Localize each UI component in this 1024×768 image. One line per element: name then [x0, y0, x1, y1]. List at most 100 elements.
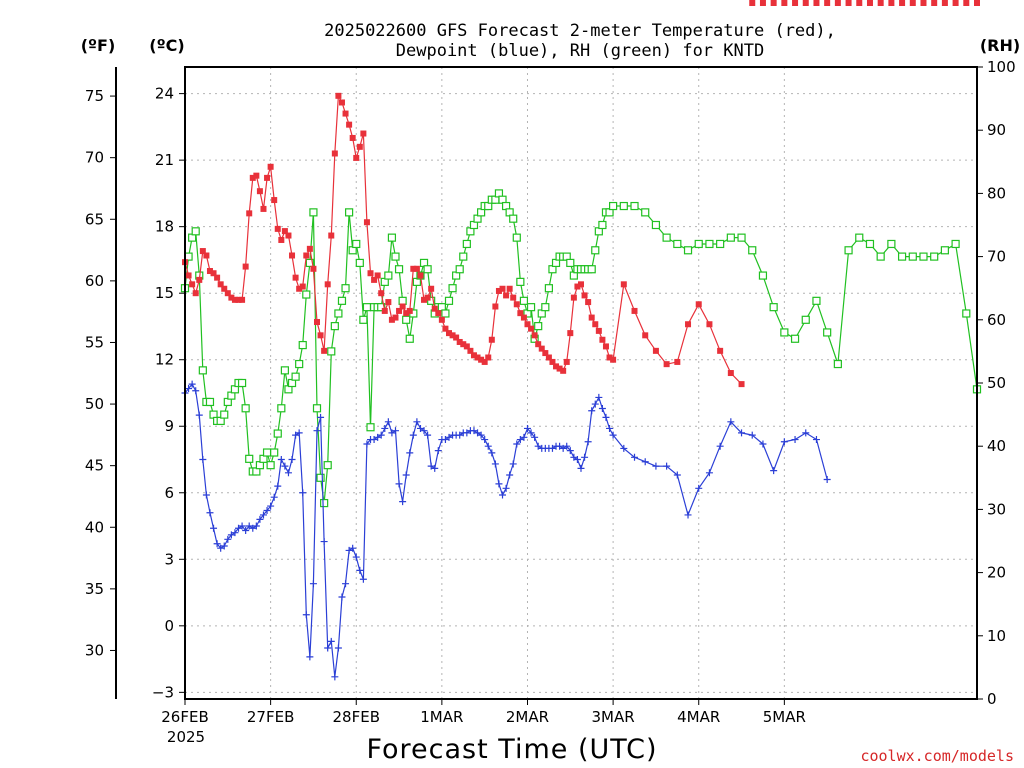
- temperature-point: [749, 0, 756, 6]
- temperature-point: [581, 292, 588, 299]
- rh-point: [908, 252, 917, 261]
- temperature-point: [206, 268, 213, 275]
- temperature-point: [199, 248, 206, 255]
- dewpoint-point: [252, 522, 260, 530]
- dewpoint-point: [495, 480, 503, 488]
- rh-point: [587, 265, 596, 274]
- rh-point: [919, 252, 928, 261]
- x-tick-label: 28FEB: [333, 708, 380, 726]
- temperature-point: [792, 0, 799, 6]
- rh-point: [641, 208, 650, 217]
- temperature-point: [513, 301, 520, 308]
- temperature-point: [920, 0, 927, 6]
- fahrenheit-tick-label: 35: [85, 580, 104, 598]
- temperature-point: [695, 301, 702, 308]
- dewpoint-point: [195, 411, 203, 419]
- temperature-point: [296, 285, 303, 292]
- temperature-point: [545, 354, 552, 361]
- rh-point: [790, 334, 800, 343]
- rh-point: [280, 366, 289, 375]
- dewpoint-point: [416, 424, 424, 432]
- x-tick-label: 1MAR: [420, 708, 463, 726]
- temperature-point: [356, 143, 363, 150]
- dewpoint-point: [249, 524, 257, 532]
- temperature-point: [963, 0, 970, 6]
- dewpoint-point: [406, 449, 414, 457]
- grid-lines: [184, 67, 977, 699]
- dewpoint-point: [334, 644, 342, 652]
- dewpoint-point: [356, 566, 364, 574]
- rh-point: [391, 252, 400, 261]
- temperature-point: [189, 281, 196, 288]
- dewpoint-point: [456, 431, 464, 439]
- celsius-tick-label: −3: [152, 683, 174, 701]
- temperature-point: [510, 294, 517, 301]
- dewpoint-point: [663, 462, 671, 470]
- chart-title-line-1: 2025022600 GFS Forecast 2-meter Temperat…: [324, 21, 836, 41]
- fahrenheit-tick-label: 60: [85, 272, 104, 290]
- temperature-point: [499, 285, 506, 292]
- temperature-point: [353, 154, 360, 161]
- temperature-point: [221, 285, 228, 292]
- temperature-point: [506, 285, 513, 292]
- temperature-point: [185, 272, 192, 279]
- temperature-point: [631, 307, 638, 314]
- dewpoint-point: [577, 464, 585, 472]
- temperature-point: [595, 327, 602, 334]
- temperature-point: [378, 290, 385, 297]
- dewpoint-point: [245, 522, 253, 530]
- x-tick-label: 27FEB: [247, 708, 294, 726]
- temperature-point: [824, 0, 831, 6]
- dewpoint-point: [299, 489, 307, 497]
- dewpoint-point: [631, 453, 639, 461]
- temperature-point: [909, 0, 916, 6]
- dewpoint-point: [217, 544, 225, 552]
- rh-point: [394, 265, 404, 274]
- temperature-point: [952, 0, 959, 6]
- temperature-point: [899, 0, 906, 6]
- dewpoint-point: [812, 436, 820, 444]
- temperature-point: [292, 274, 299, 281]
- rh-point: [940, 246, 949, 255]
- rh-point: [444, 296, 454, 305]
- x-tick-label: 4MAR: [677, 708, 720, 726]
- plot-frame: [184, 66, 978, 700]
- rh-point: [398, 296, 407, 305]
- dewpoint-point: [584, 438, 592, 446]
- celsius-tick-label: 12: [155, 351, 174, 369]
- fahrenheit-tick-label: 40: [85, 518, 104, 536]
- rh-point: [377, 303, 386, 312]
- dewpoint-point: [359, 575, 367, 583]
- temperature-point: [524, 321, 531, 328]
- rh-point: [405, 334, 414, 343]
- temperature-point: [485, 354, 492, 361]
- dewpoint-point: [377, 431, 385, 439]
- dewpoint-point: [345, 546, 353, 554]
- temperature-point: [856, 0, 863, 6]
- dewpoint-point: [598, 405, 606, 413]
- temperature-point: [246, 210, 253, 217]
- rh-tick-label: 60: [987, 311, 1006, 329]
- temperature-point: [242, 263, 249, 270]
- temperature-point: [299, 283, 306, 290]
- temperature-point: [556, 365, 563, 372]
- temperature-point: [463, 343, 470, 350]
- rh-point: [352, 239, 361, 249]
- temperature-point: [488, 336, 495, 343]
- dewpoint-point: [484, 442, 492, 450]
- temperature-point: [460, 341, 467, 348]
- temperature-point: [210, 270, 217, 277]
- dewpoint-point: [320, 538, 328, 546]
- dewpoint-point: [409, 431, 417, 439]
- temperature-point: [406, 307, 413, 314]
- temperature-point: [706, 321, 713, 328]
- temperature-point: [467, 347, 474, 354]
- temperature-point: [781, 0, 788, 6]
- rh-tick-label: 30: [987, 500, 1006, 518]
- rh-point: [273, 429, 282, 438]
- temperature-point: [271, 197, 278, 204]
- temperature-point: [542, 350, 549, 357]
- rh-point: [726, 233, 735, 242]
- fahrenheit-unit-label: (ºF): [81, 36, 116, 55]
